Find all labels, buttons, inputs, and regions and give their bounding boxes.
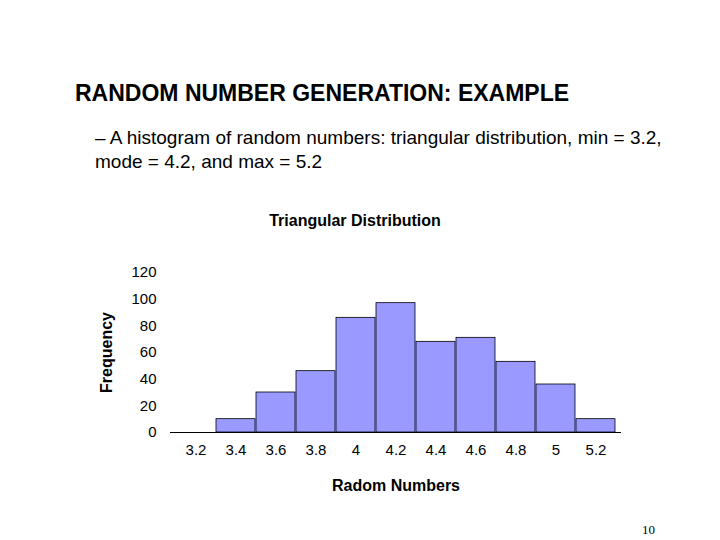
svg-text:5.2: 5.2 [586,441,607,458]
svg-text:4.6: 4.6 [466,441,487,458]
svg-text:0: 0 [148,423,156,440]
svg-text:Radom Numbers: Radom Numbers [332,477,460,494]
svg-text:120: 120 [131,263,156,280]
svg-text:100: 100 [131,290,156,307]
svg-text:3.8: 3.8 [306,441,327,458]
svg-text:5: 5 [552,441,560,458]
svg-text:80: 80 [140,317,157,334]
html-text:RANDOM NUMBER GENERATION: EXAM: RANDOM NUMBER GENERATION: EXAMPLE [75,80,570,106]
svg-text:4: 4 [352,441,360,458]
svg-text:4.4: 4.4 [426,441,447,458]
svg-text:3.4: 3.4 [226,441,247,458]
svg-text:Frequency: Frequency [98,312,115,393]
svg-text:3.2: 3.2 [186,441,207,458]
svg-text:4.2: 4.2 [386,441,407,458]
html-text:Triangular Distribution: Triangular Distribution [269,212,441,229]
svg-text:4.8: 4.8 [506,441,527,458]
html-text:– A histogram of random number: – A histogram of random numbers: triangu… [95,127,662,172]
svg-text:40: 40 [140,370,157,387]
html-text:10: 10 [642,522,655,537]
svg-text:20: 20 [140,397,157,414]
svg-text:60: 60 [140,343,157,360]
svg-text:3.6: 3.6 [266,441,287,458]
